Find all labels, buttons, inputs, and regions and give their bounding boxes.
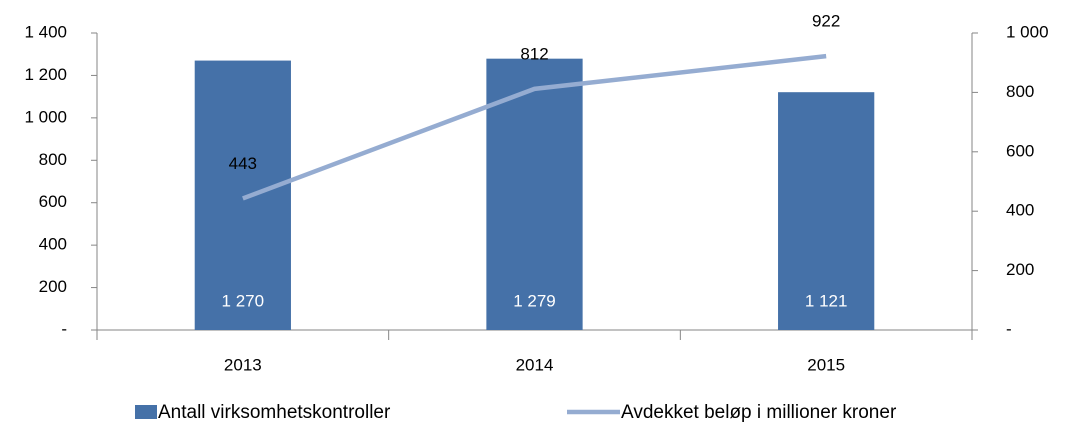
y-tick-label: 200 <box>39 277 67 296</box>
legend-swatch <box>135 405 157 419</box>
y-tick-label: - <box>61 319 67 338</box>
bar <box>194 60 291 330</box>
line-value-label: 443 <box>229 154 257 173</box>
bar <box>486 58 583 331</box>
line <box>242 53 827 201</box>
x-tick-label: 2014 <box>516 355 554 374</box>
line-value-label: 812 <box>520 44 548 63</box>
y-tick-label: 1 000 <box>24 107 67 126</box>
y-tick-label: 600 <box>39 192 67 211</box>
x-tick-label: 2015 <box>807 355 845 374</box>
y-tick-label: 400 <box>39 235 67 254</box>
y-tick-label: 1 400 <box>24 22 67 41</box>
line-value-label: 922 <box>812 12 840 31</box>
legend-label: Avdekket beløp i millioner kroner <box>621 402 897 423</box>
y-tick-label: 1 200 <box>24 65 67 84</box>
bar <box>778 92 875 330</box>
y2-tick-label: 400 <box>1006 201 1034 220</box>
y-tick-label: 800 <box>39 150 67 169</box>
bar-value-label: 1 279 <box>513 291 556 310</box>
legend-label: Antall virksomhetskontroller <box>158 402 391 423</box>
y2-tick-label: 200 <box>1006 260 1034 279</box>
y2-tick-label: 1 000 <box>1006 22 1049 41</box>
bar-value-label: 1 270 <box>222 291 265 310</box>
y2-tick-label: 600 <box>1006 141 1034 160</box>
y2-tick-label: - <box>1006 319 1012 338</box>
y2-tick-label: 800 <box>1006 82 1034 101</box>
x-tick-label: 2013 <box>224 355 262 374</box>
bar-value-label: 1 121 <box>805 291 848 310</box>
